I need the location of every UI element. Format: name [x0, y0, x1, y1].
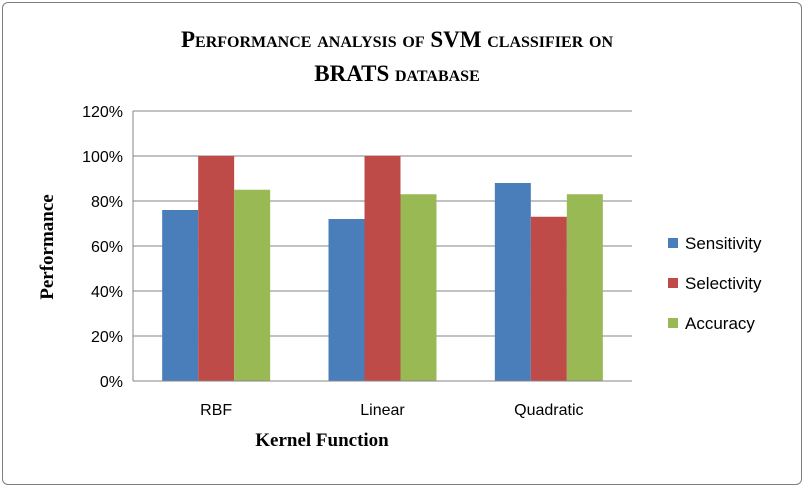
- bar-sensitivity-rbf: [162, 210, 199, 381]
- legend-swatch-accuracy: [668, 318, 678, 328]
- y-tick-label: 120%: [82, 104, 123, 121]
- y-axis-label: Performance: [37, 194, 58, 300]
- y-tick-label: 40%: [91, 284, 123, 301]
- bar-accuracy-quadratic: [566, 194, 603, 381]
- legend-label-selectivity: Selectivity: [685, 274, 762, 293]
- legend-label-accuracy: Accuracy: [685, 314, 755, 333]
- x-tick-labels: RBF Linear Quadratic: [200, 402, 583, 419]
- x-tick-label: Quadratic: [514, 402, 583, 419]
- x-axis-label: Kernel Function: [255, 430, 389, 451]
- bars: [162, 156, 603, 381]
- bar-sensitivity-quadratic: [494, 183, 531, 381]
- x-tick-label: RBF: [200, 402, 232, 419]
- bar-accuracy-linear: [400, 194, 437, 381]
- y-tick-label: 20%: [91, 329, 123, 346]
- bar-selectivity-quadratic: [530, 216, 567, 381]
- legend-label-sensitivity: Sensitivity: [685, 234, 762, 253]
- bar-sensitivity-linear: [328, 219, 365, 381]
- chart-title-line1: Performance analysis of SVM classifier o…: [181, 27, 613, 52]
- y-tick-labels: 0% 20% 40% 60% 80% 100% 120%: [82, 104, 123, 391]
- y-tick-label: 0%: [100, 374, 123, 391]
- legend: Sensitivity Selectivity Accuracy: [668, 234, 762, 333]
- y-tick-label: 100%: [82, 149, 123, 166]
- x-tick-label: Linear: [360, 402, 405, 419]
- bar-accuracy-rbf: [234, 189, 271, 381]
- legend-swatch-sensitivity: [668, 238, 678, 248]
- y-tick-label: 80%: [91, 194, 123, 211]
- bar-selectivity-rbf: [198, 156, 235, 381]
- chart-title-line2: BRATS database: [314, 61, 480, 86]
- legend-swatch-selectivity: [668, 278, 678, 288]
- y-tick-label: 60%: [91, 239, 123, 256]
- bar-selectivity-linear: [364, 156, 401, 381]
